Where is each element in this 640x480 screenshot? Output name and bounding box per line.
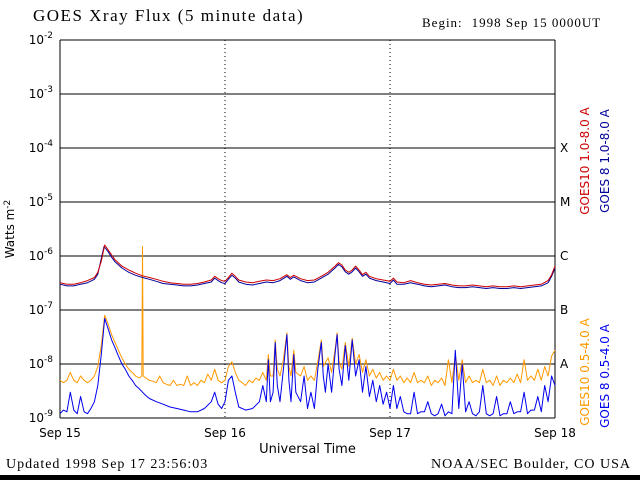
flare-class-label-a: A [560,357,569,371]
bottom-bar [0,475,640,480]
series-label-goes10-1-0-8-0-a: GOES10 1.0-8.0 A [578,106,592,214]
series-line-goes-8-1-0-8-0-a [59,246,556,289]
updated-timestamp: Updated 1998 Sep 17 23:56:03 [6,457,209,472]
begin-line: Begin: 1998 Sep 15 0000UT [422,15,601,31]
series-label-goes-8-1-0-8-0-a: GOES 8 1.0-8.0 A [598,108,612,213]
flare-class-label-c: C [560,249,568,263]
credit-text: NOAA/SEC Boulder, CO USA [430,457,631,472]
y-tick-label-10e-7: 10-7 [29,301,53,317]
y-tick-label-10e-2: 10-2 [29,31,53,47]
y-tick-label-10e-9: 10-9 [29,409,54,425]
flare-class-label-b: B [560,303,568,317]
y-axis-title: Watts m-2 [3,200,17,259]
begin-value: 1998 Sep 15 0000UT [471,15,602,30]
flare-class-label-x: X [560,141,568,155]
x-tick-label-sep-17: Sep 17 [369,426,411,440]
y-tick-label-10e-4: 10-4 [29,139,54,155]
flare-class-label-m: M [560,195,570,209]
y-tick-label-10e-3: 10-3 [29,85,53,101]
x-tick-label-sep-18: Sep 18 [534,426,576,440]
series-line-goes-8-0-5-4-0-a [59,317,556,417]
begin-label: Begin: [422,15,463,30]
chart-title: GOES Xray Flux (5 minute data) [33,6,305,25]
series-label-goes10-0-5-4-0-a: GOES10 0.5-4.0 A [578,317,592,425]
x-axis-title: Universal Time [259,442,356,457]
y-tick-label-10e-8: 10-8 [29,355,54,371]
y-tick-label-10e-6: 10-6 [29,247,54,263]
series-label-goes-8-0-5-4-0-a: GOES 8 0.5-4.0 A [598,323,612,428]
series-line-goes10-1-0-8-0-a [59,244,556,288]
x-tick-label-sep-15: Sep 15 [39,426,81,440]
y-tick-label-10e-5: 10-5 [29,193,53,209]
series-line-goes10-0-5-4-0-a [59,246,556,386]
x-tick-label-sep-16: Sep 16 [204,426,246,440]
